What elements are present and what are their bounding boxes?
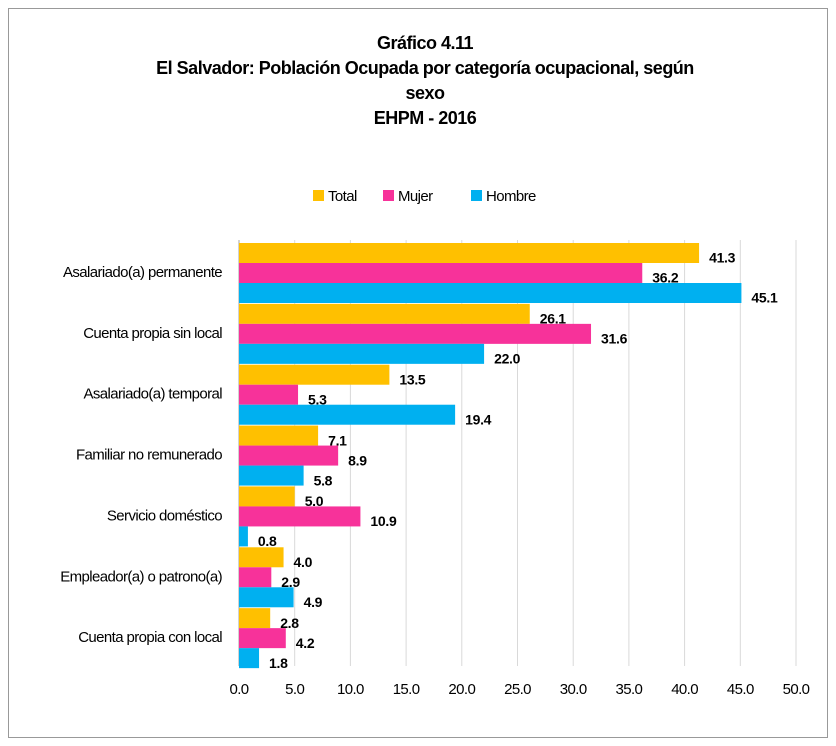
- value-label: 36.2: [652, 270, 679, 286]
- y-tick-label: Empleador(a) o patrono(a): [60, 568, 222, 585]
- x-tick-label: 0.0: [229, 681, 248, 698]
- value-label: 26.1: [540, 311, 567, 327]
- x-tick-label: 30.0: [560, 681, 587, 698]
- bar: [239, 303, 530, 324]
- bar: [239, 465, 304, 486]
- x-tick-label: 15.0: [393, 681, 420, 698]
- value-label: 4.2: [296, 635, 315, 651]
- value-label: 5.3: [308, 391, 327, 407]
- y-tick-label: Cuenta propia sin local: [83, 325, 222, 342]
- bar: [239, 364, 390, 385]
- bar: [239, 283, 742, 303]
- x-tick-label: 25.0: [504, 681, 531, 698]
- value-label: 5.0: [305, 493, 324, 509]
- bar: [239, 547, 284, 568]
- legend-swatch: [383, 190, 394, 201]
- value-label: 8.9: [348, 452, 367, 468]
- value-label: 7.1: [328, 432, 347, 448]
- chart-title: EHPM - 2016: [374, 108, 477, 128]
- chart-frame: [8, 8, 828, 738]
- chart-title: Gráfico 4.11: [377, 33, 474, 53]
- value-label: 22.0: [494, 351, 521, 367]
- bar: [239, 526, 248, 547]
- bar: [239, 343, 485, 364]
- x-tick-label: 10.0: [337, 681, 364, 698]
- bar: [239, 445, 339, 466]
- legend-label: Hombre: [486, 188, 536, 205]
- bar: [239, 486, 295, 507]
- y-tick-label: Servicio doméstico: [107, 507, 222, 524]
- bar: [239, 404, 456, 425]
- value-label: 4.0: [294, 554, 313, 570]
- y-tick-label: Asalariado(a) temporal: [83, 386, 222, 403]
- chart-title: El Salvador: Población Ocupada por categ…: [156, 58, 694, 78]
- y-tick-label: Cuenta propia con local: [78, 629, 222, 646]
- x-tick-label: 35.0: [616, 681, 643, 698]
- value-label: 10.9: [370, 513, 397, 529]
- x-tick-label: 45.0: [727, 681, 754, 698]
- legend-label: Mujer: [398, 188, 433, 205]
- value-label: 19.4: [465, 411, 492, 427]
- bar: [239, 587, 294, 608]
- x-tick-label: 40.0: [671, 681, 698, 698]
- value-label: 4.9: [304, 594, 323, 610]
- bar: [239, 506, 361, 527]
- y-tick-label: Asalariado(a) permanente: [63, 264, 222, 281]
- y-tick-label: Familiar no remunerado: [76, 447, 222, 464]
- bar: [239, 628, 286, 649]
- bar: [239, 323, 592, 344]
- bar: [239, 243, 700, 263]
- bar: [239, 648, 260, 669]
- value-label: 5.8: [314, 472, 333, 488]
- x-tick-label: 50.0: [783, 681, 810, 698]
- bar: [239, 384, 299, 405]
- value-label: 13.5: [399, 371, 426, 387]
- value-label: 0.8: [258, 533, 277, 549]
- value-label: 2.8: [280, 615, 299, 631]
- bar: [239, 608, 271, 629]
- value-label: 41.3: [709, 250, 736, 266]
- value-label: 45.1: [751, 290, 778, 306]
- bar: [239, 263, 643, 283]
- legend-label: Total: [328, 188, 357, 205]
- chart-title: sexo: [405, 83, 445, 103]
- legend-swatch: [471, 190, 482, 201]
- value-label: 2.9: [281, 574, 300, 590]
- value-label: 1.8: [269, 655, 288, 671]
- bar: [239, 567, 272, 588]
- x-tick-label: 20.0: [448, 681, 475, 698]
- legend-swatch: [313, 190, 324, 201]
- bar: [239, 425, 319, 446]
- x-tick-label: 5.0: [285, 681, 304, 698]
- value-label: 31.6: [601, 331, 628, 347]
